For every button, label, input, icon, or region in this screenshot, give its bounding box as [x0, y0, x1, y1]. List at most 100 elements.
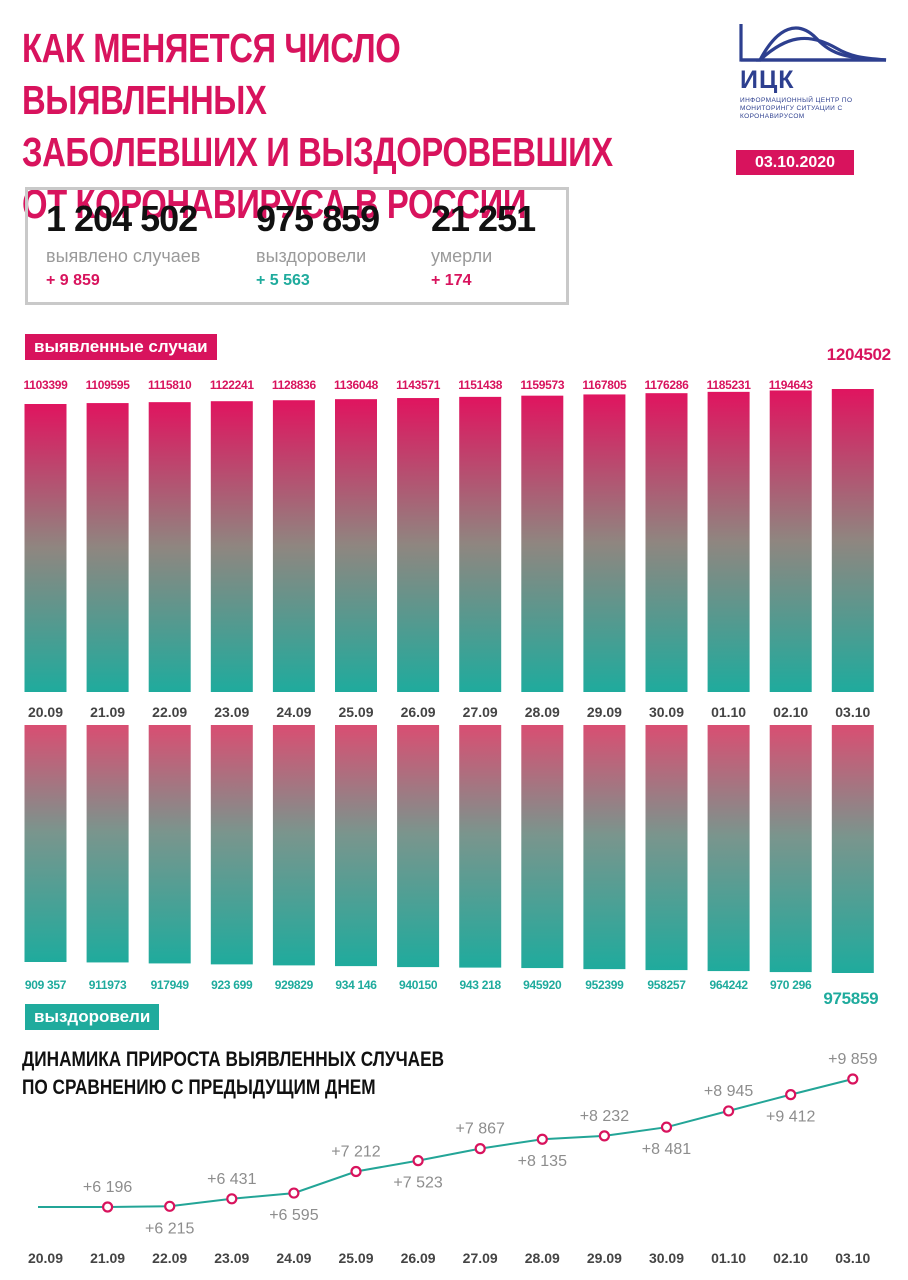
cases-bar-label: 1159573: [520, 378, 565, 392]
dynamics-title-line-1: ДИНАМИКА ПРИРОСТА ВЫЯВЛЕННЫХ СЛУЧАЕВ: [22, 1048, 445, 1071]
dynamics-title-line-2: ПО СРАВНЕНИЮ С ПРЕДЫДУЩИМ ДНЕМ: [22, 1076, 376, 1099]
date-badge: 03.10.2020: [736, 150, 854, 175]
growth-date-tick-label: 30.09: [649, 1250, 684, 1266]
recovered-bar-label: 952399: [585, 978, 624, 992]
recovered-bar: [645, 725, 688, 971]
cases-bar-label: 1151438: [458, 378, 503, 392]
growth-point-label: +6 595: [269, 1207, 318, 1224]
cases-bar: [583, 394, 626, 692]
recovered-bar: [707, 725, 750, 972]
stat-recovered-label: выздоровели: [256, 246, 367, 266]
recovered-bar-label: 943 218: [460, 978, 502, 992]
recovered-bar-label: 975859: [823, 989, 878, 1008]
recovered-bar: [459, 725, 502, 968]
recovered-bar-label: 923 699: [211, 978, 253, 992]
recovered-bar: [397, 725, 440, 968]
growth-point: [785, 1089, 797, 1101]
recovered-bar-label: 958257: [647, 978, 686, 992]
growth-point: [412, 1155, 424, 1167]
growth-point: [164, 1200, 176, 1212]
recovered-bar-label: 911973: [89, 978, 127, 992]
growth-point-label: +7 523: [393, 1175, 442, 1192]
date-tick-label: 03.10: [835, 704, 870, 720]
cases-bar-label: 1128836: [272, 378, 317, 392]
cases-bar: [707, 391, 750, 692]
growth-point-label: +7 212: [331, 1143, 380, 1160]
growth-point-label: +7 867: [456, 1121, 505, 1138]
recovered-bar: [86, 725, 129, 963]
cases-bar: [645, 393, 688, 692]
recovered-bar: [521, 725, 564, 969]
date-tick-label: 02.10: [773, 704, 808, 720]
growth-point-label: +8 232: [580, 1108, 629, 1125]
recovered-bar: [335, 725, 377, 967]
recovered-bar-label: 970 296: [770, 978, 812, 992]
cases-bar: [148, 402, 191, 692]
growth-point: [101, 1201, 114, 1213]
title-line-2: ЗАБОЛЕВШИХ И ВЫЗДОРОВЕВШИХ: [22, 129, 613, 175]
growth-point: [288, 1187, 300, 1199]
growth-date-tick-label: 21.09: [90, 1250, 125, 1266]
growth-date-tick-label: 25.09: [338, 1250, 373, 1266]
recovered-bar-label: 964242: [709, 978, 748, 992]
recovered-tag: выздоровели: [25, 1004, 160, 1030]
stat-cases-delta: + 9 859: [46, 272, 100, 289]
recovered-bar: [24, 725, 67, 962]
cases-bar-label: 1115810: [148, 378, 192, 392]
recovered-bar-label: 917949: [151, 978, 190, 992]
recovered-bar-label: 940150: [399, 978, 438, 992]
cases-bar-label: 1143571: [396, 378, 441, 392]
title-line-1: КАК МЕНЯЕТСЯ ЧИСЛО ВЫЯВЛЕННЫХ: [22, 25, 401, 123]
cases-bar: [335, 399, 377, 692]
recovered-bar: [583, 725, 626, 970]
growth-point-label: +6 215: [145, 1220, 194, 1237]
recovered-bar-label: 934 146: [335, 978, 377, 992]
cases-bar-label: 1176286: [645, 378, 690, 392]
growth-date-tick-label: 01.10: [711, 1250, 746, 1266]
cases-bar: [459, 396, 502, 692]
recovered-bar: [272, 725, 315, 966]
growth-date-tick-label: 27.09: [463, 1250, 498, 1266]
growth-date-tick-label: 22.09: [152, 1250, 187, 1266]
recovered-bar-chart: 909 357 911973 917949 923 699 929829 934 146 9…: [24, 725, 879, 1008]
growth-point-label: +9 412: [766, 1109, 815, 1126]
stat-deaths-label: умерли: [431, 246, 493, 266]
cases-bar-label: 1136048: [334, 378, 379, 392]
growth-date-tick-label: 24.09: [276, 1250, 311, 1266]
cases-bar-label: 1103399: [24, 378, 69, 392]
date-tick-label: 21.09: [90, 704, 125, 720]
stat-deaths-delta: + 174: [431, 272, 472, 289]
daily-growth-line-chart: 20.09 +6 196 21.09 +6 215 22.09 +6 431 23.09 +6…: [28, 1051, 878, 1266]
date-tick-label: 20.09: [28, 704, 63, 720]
recovered-bar-label: 909 357: [25, 978, 67, 992]
cases-bar: [397, 398, 440, 692]
date-tick-label: 30.09: [649, 704, 684, 720]
growth-point-label: +9 859: [828, 1051, 877, 1068]
cases-bar: [210, 401, 253, 692]
date-tick-label: 25.09: [338, 704, 373, 720]
cases-bar-label: 1185231: [707, 378, 752, 392]
growth-date-tick-label: 29.09: [587, 1250, 622, 1266]
growth-point-label: +8 135: [518, 1153, 567, 1170]
growth-date-tick-label: 03.10: [835, 1250, 870, 1266]
growth-point: [847, 1073, 859, 1085]
cases-bar: [272, 400, 315, 692]
dynamics-title: ДИНАМИКА ПРИРОСТА ВЫЯВЛЕННЫХ СЛУЧАЕВ ПО …: [22, 1046, 481, 1102]
cases-tag: выявленные случаи: [25, 334, 217, 360]
logo-mark-icon: [739, 24, 887, 62]
cases-bar-label: 1122241: [210, 378, 255, 392]
growth-date-tick-label: 20.09: [28, 1250, 63, 1266]
stat-recovered-value: 975 859: [256, 198, 380, 239]
cases-bar-label: 1167805: [582, 378, 627, 392]
stat-deaths-value: 21 251: [431, 198, 536, 239]
cases-bar-chart: 1103399 20.09 1109595 21.09 1115810 22.09 1122…: [24, 345, 892, 720]
growth-point-label: +8 481: [642, 1141, 691, 1158]
date-tick-label: 23.09: [214, 704, 249, 720]
summary-stats-box: 1 204 502 выявлено случаев + 9 859 975 8…: [25, 187, 569, 305]
recovered-bar: [148, 725, 191, 964]
growth-point-label: +6 196: [83, 1179, 132, 1196]
growth-date-tick-label: 26.09: [401, 1250, 436, 1266]
stat-recovered-delta: + 5 563: [256, 272, 310, 289]
growth-point: [598, 1130, 611, 1142]
